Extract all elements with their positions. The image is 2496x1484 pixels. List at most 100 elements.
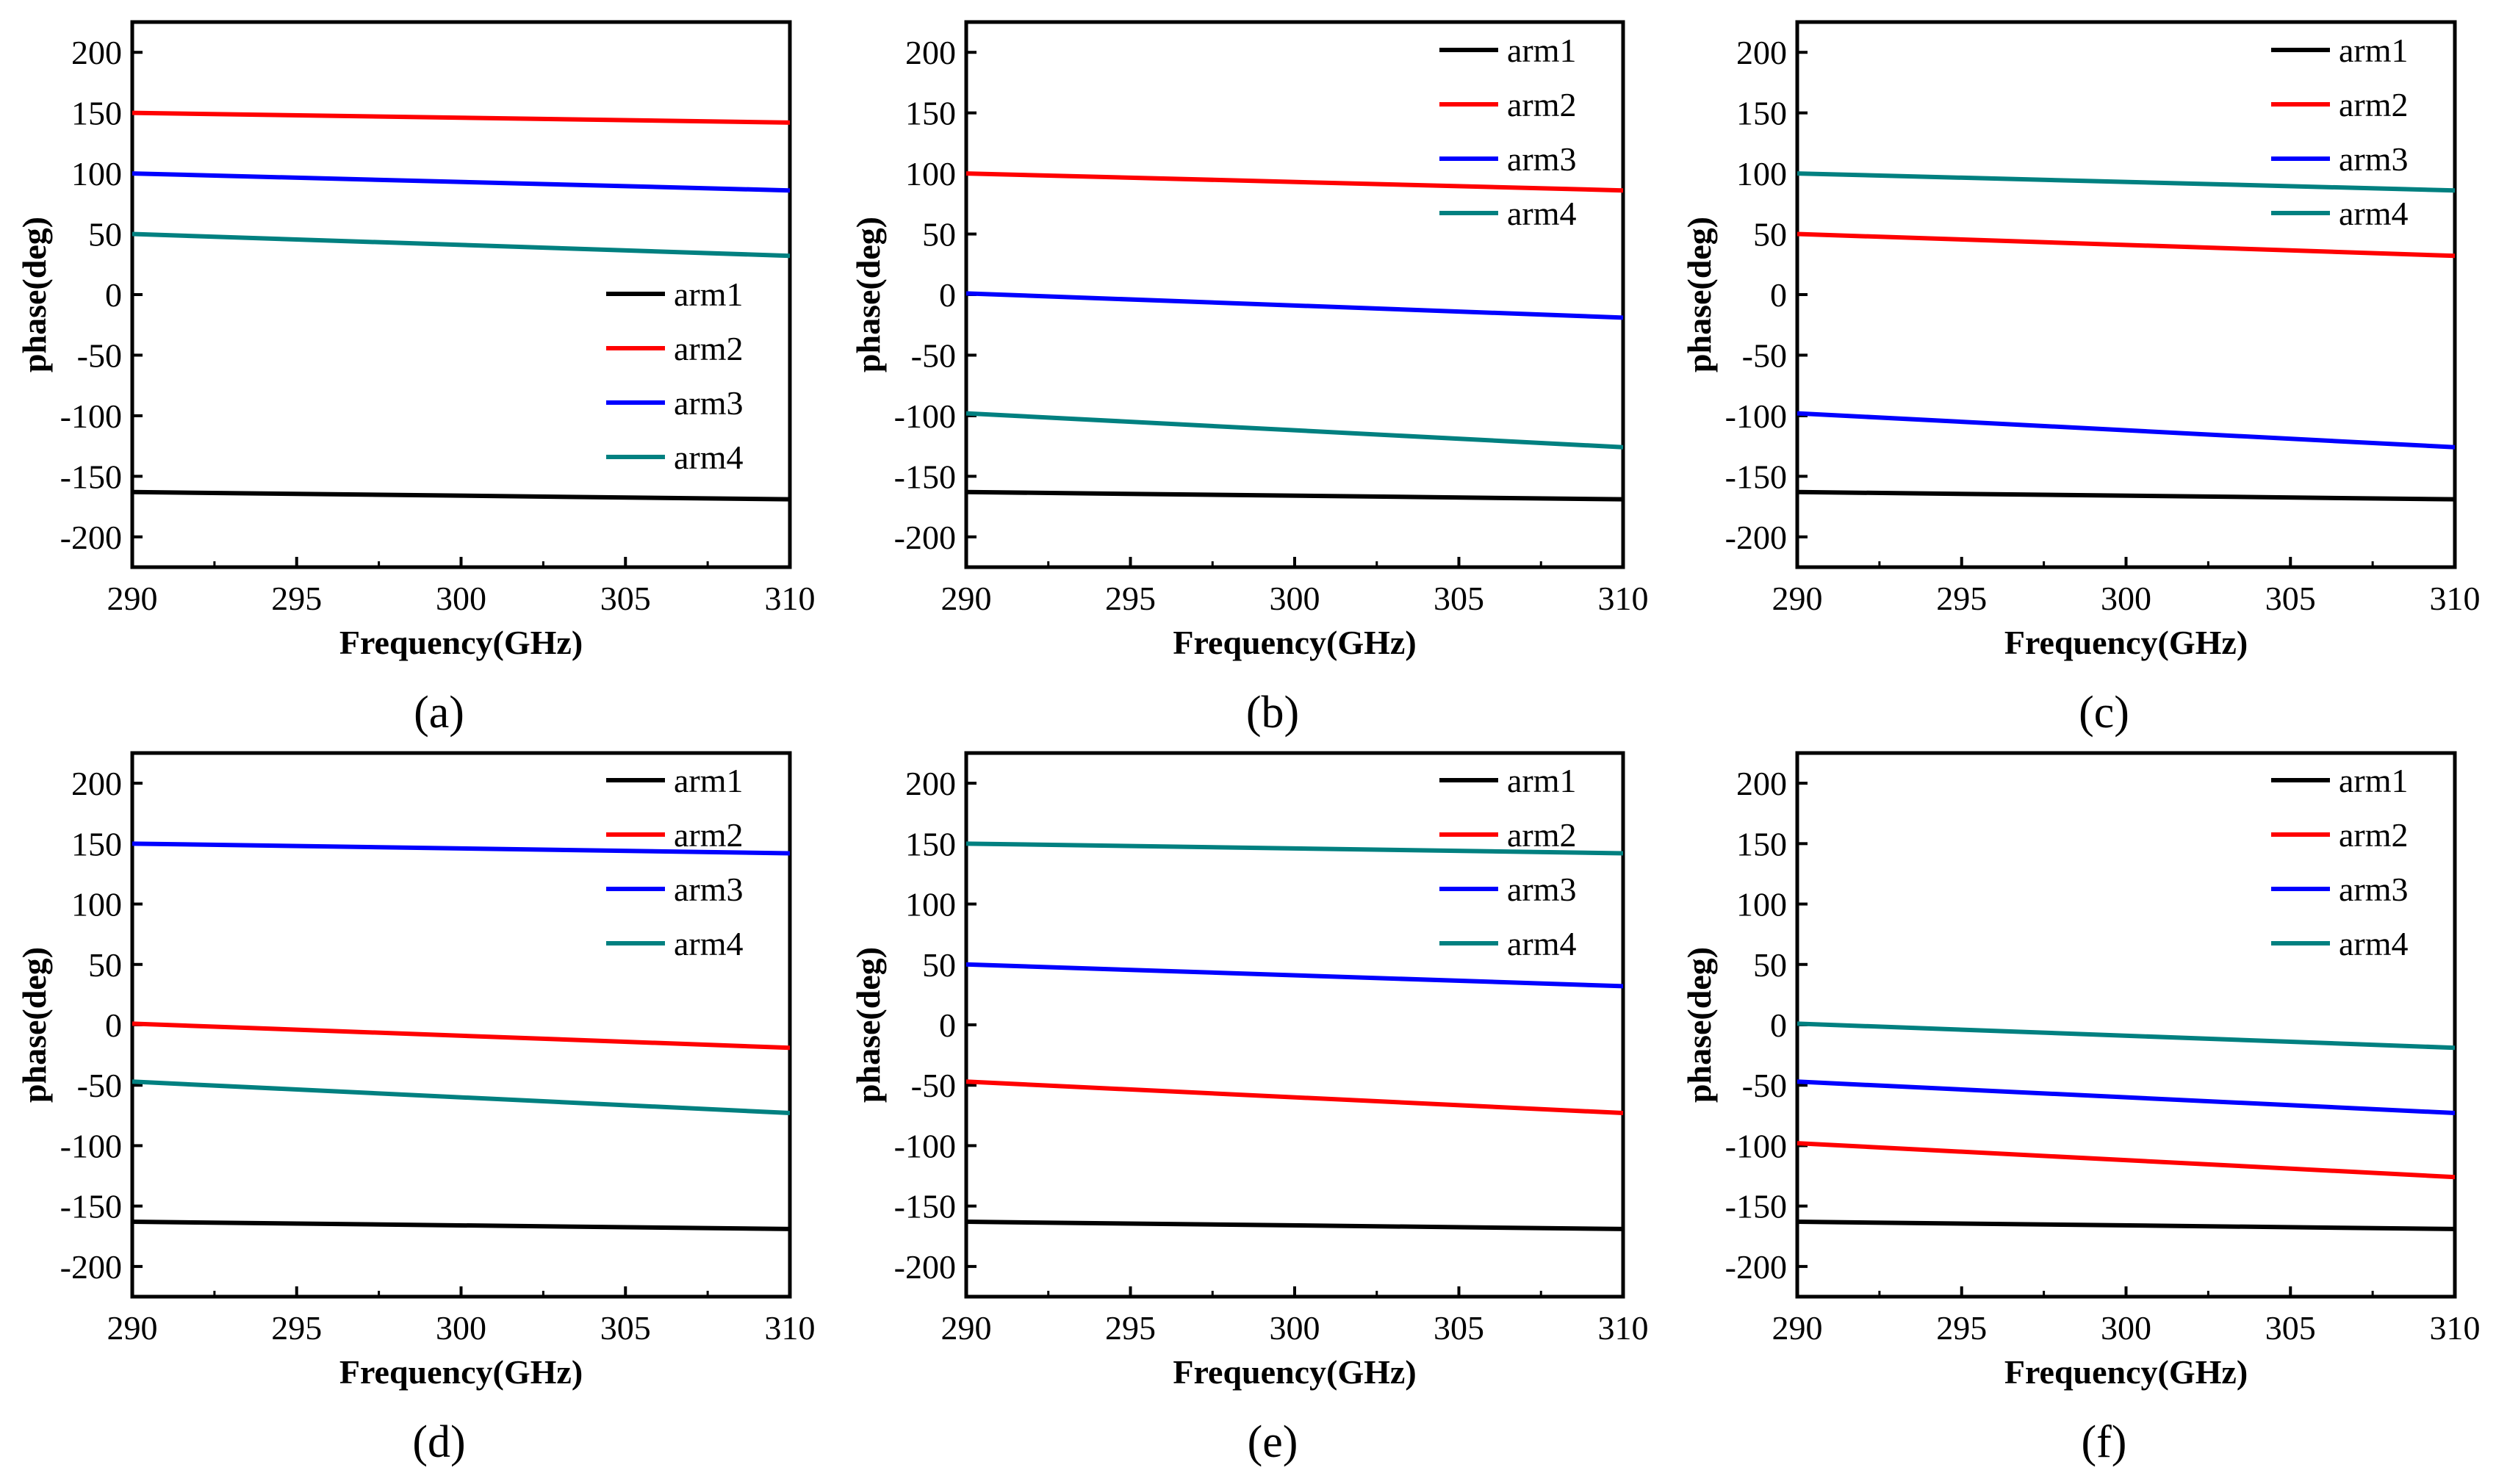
y-axis-title: phase(deg) [15, 217, 53, 372]
y-axis-title: phase(deg) [1680, 217, 1718, 372]
y-tick-label: 0 [105, 276, 122, 314]
y-tick-label: -150 [60, 1188, 122, 1225]
y-tick-label: -150 [1725, 458, 1787, 495]
x-axis-title: Frequency(GHz) [1173, 1353, 1416, 1391]
series-line-arm2 [965, 1079, 1624, 1116]
series-line-arm3 [1797, 411, 2456, 450]
y-tick-label: -50 [911, 336, 956, 374]
y-tick-label: 50 [922, 216, 956, 253]
series-line-arm1 [1797, 489, 2456, 502]
series-line-arm3 [1797, 1079, 2456, 1116]
y-tick-label: -50 [1742, 336, 1787, 374]
series-line-arm1 [965, 1220, 1624, 1231]
y-tick-label: 200 [1736, 34, 1787, 71]
legend-label-arm3: arm3 [674, 871, 744, 908]
series-line-arm4 [1797, 171, 2456, 193]
legend-label-arm4: arm4 [2339, 195, 2409, 232]
legend-label-arm2: arm2 [1507, 816, 1577, 854]
y-tick-label: -50 [911, 1067, 956, 1104]
y-tick-label: 0 [939, 1006, 956, 1044]
x-tick-label: 310 [2430, 1309, 2481, 1347]
panel-caption: (d) [412, 1417, 465, 1467]
y-tick-label: 50 [922, 946, 956, 984]
y-tick-label: 150 [71, 95, 122, 132]
series-line-arm4 [965, 841, 1624, 856]
series-line-arm3 [132, 841, 791, 856]
x-tick-label: 290 [1772, 580, 1823, 617]
x-tick-label: 310 [1598, 1309, 1649, 1347]
series-line-arm2 [965, 171, 1624, 193]
legend-label-arm3: arm3 [674, 384, 744, 422]
y-tick-label: -200 [1725, 519, 1787, 556]
x-tick-label: 305 [2265, 580, 2316, 617]
chart-panel-a: 200 150 100 50 0 -50 -100 -150 -200 290 295 300 305 3… [15, 20, 816, 738]
x-axis-title: Frequency(GHz) [339, 1353, 583, 1391]
legend-label-arm4: arm4 [2339, 925, 2409, 962]
y-tick-label: 0 [105, 1006, 122, 1044]
y-tick-label: -150 [894, 458, 956, 495]
legend-label-arm1: arm1 [2339, 32, 2409, 69]
legend-label-arm2: arm2 [674, 816, 744, 854]
legend: arm1 arm2 arm3 arm4 [1439, 32, 1577, 232]
legend: arm1 arm2 arm3 arm4 [606, 762, 744, 962]
x-tick-label: 300 [2101, 1309, 2151, 1347]
legend-label-arm4: arm4 [674, 439, 744, 476]
x-tick-label: 300 [436, 1309, 486, 1347]
chart-panel-f: 200 150 100 50 0 -50 -100 -150 -200 290 295 300 305 3… [1680, 751, 2481, 1467]
legend-label-arm3: arm3 [1507, 871, 1577, 908]
y-tick-label: 150 [1736, 825, 1787, 862]
y-tick-label: 0 [1770, 1006, 1787, 1044]
y-tick-label: 200 [905, 34, 956, 71]
x-tick-label: 310 [765, 1309, 816, 1347]
x-tick-label: 295 [271, 580, 322, 617]
x-tick-label: 310 [1598, 580, 1649, 617]
y-tick-label: -100 [894, 1127, 956, 1164]
x-tick-label: 290 [107, 580, 158, 617]
series-line-arm2 [132, 1021, 791, 1051]
chart-panel-b: 200 150 100 50 0 -50 -100 -150 -200 290 295 300 305 3… [849, 20, 1649, 738]
legend-label-arm2: arm2 [1507, 86, 1577, 123]
x-tick-label: 305 [1434, 580, 1484, 617]
x-axis-title: Frequency(GHz) [339, 624, 583, 661]
y-tick-label: -200 [894, 1248, 956, 1286]
x-tick-label: 300 [2101, 580, 2151, 617]
y-tick-label: 100 [71, 155, 122, 192]
series-line-arm1 [965, 489, 1624, 502]
panel-caption: (e) [1248, 1417, 1298, 1467]
legend-label-arm1: arm1 [2339, 762, 2409, 799]
x-tick-label: 295 [1105, 1309, 1156, 1347]
y-tick-label: 0 [1770, 276, 1787, 314]
y-tick-label: 100 [71, 886, 122, 923]
y-tick-label: 50 [88, 946, 122, 984]
y-tick-label: -150 [894, 1188, 956, 1225]
legend: arm1 arm2 arm3 arm4 [2271, 762, 2409, 962]
y-tick-label: 100 [905, 886, 956, 923]
panel-caption: (b) [1246, 688, 1299, 738]
legend: arm1 arm2 arm3 arm4 [2271, 32, 2409, 232]
legend-label-arm3: arm3 [2339, 871, 2409, 908]
y-axis-title: phase(deg) [849, 947, 887, 1103]
x-axis-title: Frequency(GHz) [2004, 624, 2248, 661]
y-tick-label: -100 [60, 397, 122, 435]
series-line-arm2 [132, 110, 791, 125]
x-tick-label: 290 [1772, 1309, 1823, 1347]
series-line-arm4 [132, 231, 791, 259]
y-tick-label: 150 [905, 825, 956, 862]
y-tick-label: -100 [894, 397, 956, 435]
legend: arm1 arm2 arm3 arm4 [606, 275, 744, 476]
y-tick-label: 200 [71, 34, 122, 71]
x-tick-label: 310 [765, 580, 816, 617]
x-tick-label: 300 [1270, 580, 1320, 617]
legend-label-arm1: arm1 [674, 275, 744, 313]
series-line-arm3 [965, 291, 1624, 320]
y-axis-title: phase(deg) [15, 947, 53, 1103]
legend-label-arm3: arm3 [1507, 140, 1577, 178]
y-tick-label: 200 [71, 765, 122, 802]
y-tick-label: 50 [1753, 216, 1787, 253]
series-line-arm1 [132, 1220, 791, 1231]
series-line-arm4 [132, 1079, 791, 1116]
chart-panel-e: 200 150 100 50 0 -50 -100 -150 -200 290 295 300 305 3… [849, 751, 1649, 1467]
y-tick-label: 50 [1753, 946, 1787, 984]
legend-label-arm4: arm4 [674, 925, 744, 962]
